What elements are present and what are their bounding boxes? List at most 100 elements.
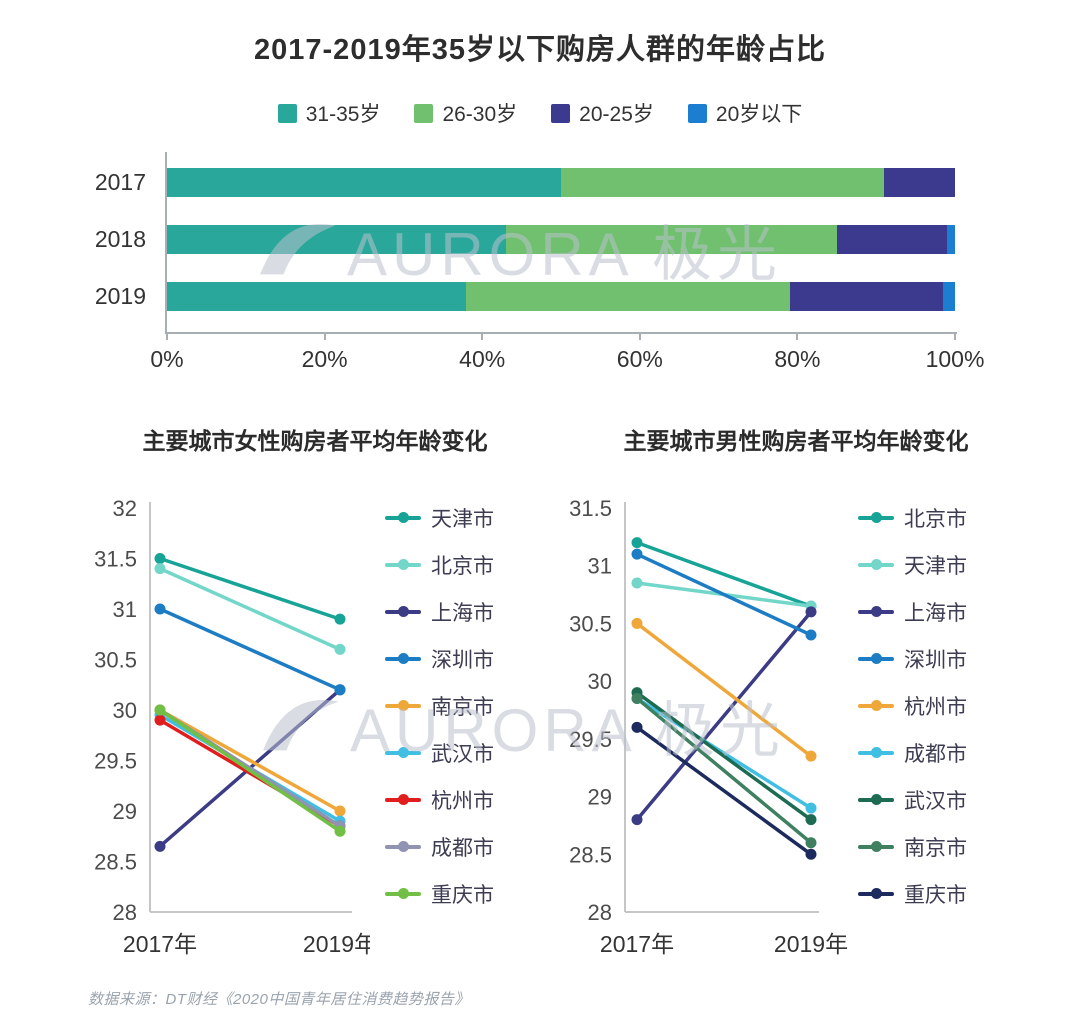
data-point xyxy=(154,563,166,575)
line-marker-icon xyxy=(385,605,421,618)
line-marker-icon xyxy=(858,887,894,900)
legend-label: 重庆市 xyxy=(904,883,967,907)
line-marker-icon xyxy=(858,652,894,665)
line-marker-icon xyxy=(858,699,894,712)
data-point xyxy=(805,606,817,618)
data-point xyxy=(334,805,346,817)
bar-row-2019 xyxy=(167,282,955,311)
x-tick-label: 20% xyxy=(301,346,348,372)
legend-item-2: 上海市 xyxy=(858,588,998,635)
data-point xyxy=(154,704,166,716)
bar-segment xyxy=(167,168,561,197)
line-marker-icon xyxy=(385,511,421,524)
legend-swatch-icon xyxy=(687,103,707,123)
series-line xyxy=(159,556,341,621)
legend-label: 南京市 xyxy=(904,836,967,860)
bar-segment xyxy=(884,168,955,197)
series-line xyxy=(159,708,341,813)
y-tick-label: 31.5 xyxy=(569,496,612,521)
y-tick-label: 30 xyxy=(113,698,137,723)
line-marker-icon xyxy=(385,699,421,712)
bar-segment xyxy=(836,225,948,254)
legend-item-8: 重庆市 xyxy=(385,870,525,917)
legend-label: 重庆市 xyxy=(431,883,494,907)
legend-item-1: 天津市 xyxy=(858,541,998,588)
year-label: 2019 xyxy=(94,283,146,309)
x-tick-mark xyxy=(638,333,641,340)
legend-label: 20岁以下 xyxy=(715,103,803,126)
line-marker-icon xyxy=(858,793,894,806)
y-tick-label: 31 xyxy=(588,554,612,579)
legend-label: 深圳市 xyxy=(431,648,494,672)
data-point xyxy=(334,643,346,655)
y-tick-label: 29 xyxy=(113,799,137,824)
x-tick-label: 2019年 xyxy=(774,931,848,957)
data-point xyxy=(154,714,166,726)
data-point xyxy=(631,548,643,560)
legend-item-5: 成都市 xyxy=(858,729,998,776)
legend-item-7: 成都市 xyxy=(385,823,525,870)
bar-segment xyxy=(466,282,790,311)
legend-label: 北京市 xyxy=(431,554,494,578)
legend-label: 天津市 xyxy=(431,507,494,531)
legend-item-5: 武汉市 xyxy=(385,729,525,776)
legend-label: 北京市 xyxy=(904,507,967,531)
legend-label: 南京市 xyxy=(431,695,494,719)
series-line xyxy=(159,607,341,692)
legend-label: 上海市 xyxy=(431,601,494,625)
legend-item-2: 上海市 xyxy=(385,588,525,635)
x-tick-mark xyxy=(954,333,956,340)
x-tick-label: 80% xyxy=(774,346,821,372)
legend-label: 成都市 xyxy=(431,836,494,860)
data-point xyxy=(631,617,643,629)
y-tick-label: 29 xyxy=(588,785,612,810)
year-label: 2017 xyxy=(94,169,146,195)
legend-label: 武汉市 xyxy=(904,789,967,813)
legend-item-0: 北京市 xyxy=(858,494,998,541)
y-tick-label: 28.5 xyxy=(569,842,612,867)
line-marker-icon xyxy=(385,840,421,853)
bar-row-2017 xyxy=(167,168,955,197)
series-line xyxy=(635,725,813,856)
legend-swatch-icon xyxy=(551,103,571,123)
series-line xyxy=(636,540,812,608)
x-tick-label: 2017年 xyxy=(600,931,674,957)
y-tick-label: 30.5 xyxy=(94,648,137,673)
bar-chart-year-labels: 2017 2018 2019 xyxy=(0,0,146,400)
bar-segment xyxy=(943,282,955,311)
legend-item-3: 深圳市 xyxy=(385,635,525,682)
data-point xyxy=(334,613,346,625)
line-marker-icon xyxy=(858,558,894,571)
bar-segment xyxy=(789,282,944,311)
legend-item-7: 南京市 xyxy=(858,823,998,870)
legend-label: 杭州市 xyxy=(904,695,967,719)
bar-legend-item-3: 20岁以下 xyxy=(687,98,803,128)
legend-label: 武汉市 xyxy=(431,742,494,766)
y-tick-label: 31 xyxy=(113,597,137,622)
x-tick-mark xyxy=(796,333,799,340)
line-marker-icon xyxy=(858,605,894,618)
stacked-bar-chart xyxy=(165,152,957,334)
series-line xyxy=(635,697,813,845)
x-tick-label: 40% xyxy=(459,346,506,372)
legend-item-4: 杭州市 xyxy=(858,682,998,729)
line-marker-icon xyxy=(385,887,421,900)
bar-segment xyxy=(561,168,885,197)
y-tick-label: 30 xyxy=(588,669,612,694)
data-point xyxy=(334,825,346,837)
y-tick-label: 29.5 xyxy=(569,727,612,752)
x-tick-label: 2019年 xyxy=(303,931,370,957)
series-line xyxy=(635,691,813,822)
legend-label: 26-30岁 xyxy=(442,103,518,126)
legend-item-6: 武汉市 xyxy=(858,776,998,823)
bar-chart-legend: 31-35岁 26-30岁 20-25岁 20岁以下 xyxy=(0,100,1080,126)
y-tick-label: 30.5 xyxy=(569,611,612,636)
legend-item-6: 杭州市 xyxy=(385,776,525,823)
series-line xyxy=(635,622,813,758)
bar-chart-x-axis: 0% 20% 40% 60% 80% 100% xyxy=(150,333,984,381)
line-marker-icon xyxy=(385,558,421,571)
data-point xyxy=(805,837,817,849)
data-point xyxy=(805,750,817,762)
female-line-chart: 28 28.5 29 29.5 30 30.5 31 31.5 32 2017年 2019年 xyxy=(94,496,370,957)
